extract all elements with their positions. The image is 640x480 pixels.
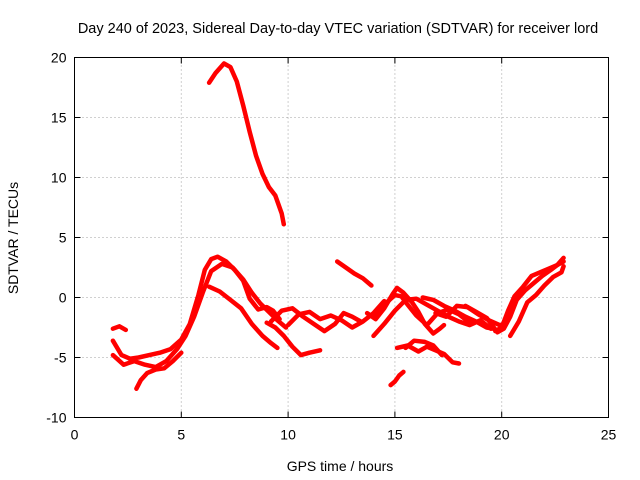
series-arc-21: [507, 264, 566, 339]
x-tick-label: 25: [601, 427, 617, 443]
y-tick-label: 0: [59, 290, 67, 306]
x-axis-label: GPS time / hours: [287, 458, 394, 474]
series-arc-2: [110, 254, 282, 361]
series-arc-13: [371, 296, 494, 339]
series-arc-20: [493, 259, 566, 334]
series-arc-16: [388, 369, 406, 388]
series-arc-7: [264, 320, 323, 358]
x-tick-label: 15: [387, 427, 403, 443]
x-tick-label: 0: [71, 427, 79, 443]
series-arc-1: [206, 61, 287, 227]
series-arc-5: [110, 261, 289, 370]
y-tick-label: -10: [46, 410, 66, 426]
x-tick-label: 20: [494, 427, 510, 443]
y-tick-label: 10: [51, 170, 67, 186]
series-arc-8: [268, 306, 363, 334]
y-axis-label: SDTVAR / TECUs: [5, 182, 21, 294]
y-tick-label: 20: [51, 50, 67, 66]
series-arc-10: [334, 259, 374, 288]
series-arc-4: [110, 324, 129, 333]
y-tick-label: 15: [51, 110, 67, 126]
y-tick-label: 5: [59, 230, 67, 246]
series-arc-6: [134, 350, 184, 391]
series-arc-17: [420, 295, 496, 331]
series-arc-3: [206, 284, 280, 351]
x-tick-label: 10: [280, 427, 296, 443]
chart-title: Day 240 of 2023, Sidereal Day-to-day VTE…: [78, 21, 598, 37]
axes: 0 5 10 15 20 25 -10 -5 0 5 10 15 20: [46, 50, 616, 443]
y-tick-label: -5: [54, 350, 67, 366]
series-arc-15: [403, 338, 445, 358]
series-arc-9: [285, 298, 387, 330]
data-series: [110, 61, 566, 391]
x-tick-label: 5: [177, 427, 185, 443]
